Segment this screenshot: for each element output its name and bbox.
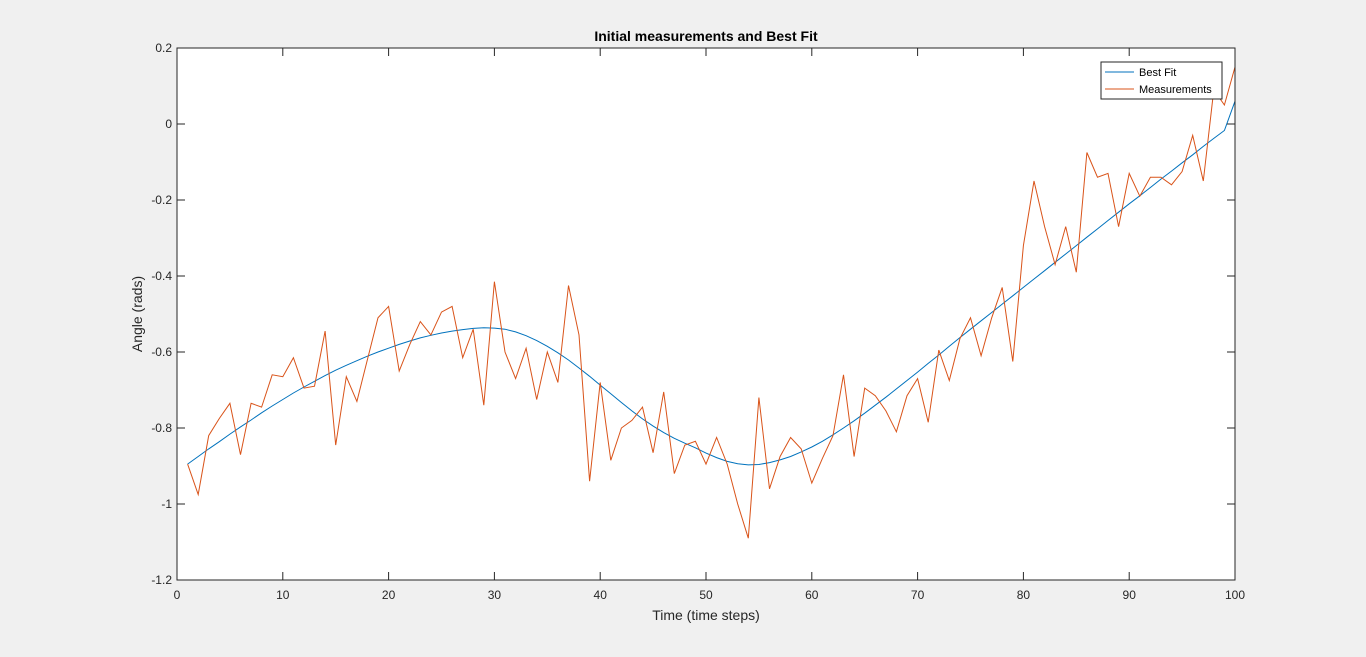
axes-background (177, 48, 1235, 580)
x-tick-label: 60 (805, 588, 819, 602)
chart-title: Initial measurements and Best Fit (594, 28, 818, 44)
x-axis-label: Time (time steps) (652, 607, 760, 623)
y-tick-label: -0.6 (151, 345, 172, 359)
x-tick-label: 10 (276, 588, 290, 602)
x-tick-label: 0 (174, 588, 181, 602)
series-line-measurements (187, 66, 1236, 539)
x-tick-label: 80 (1017, 588, 1031, 602)
y-tick-label: -0.2 (151, 193, 172, 207)
legend: Best Fit Measurements (1100, 61, 1223, 100)
x-tick-label: 70 (911, 588, 925, 602)
x-tick-label: 50 (699, 588, 713, 602)
x-tick-label: 100 (1225, 588, 1245, 602)
legend-entry: Best Fit (1139, 67, 1176, 79)
legend-entry: Measurements (1139, 84, 1212, 96)
y-tick-label: 0.2 (155, 41, 172, 55)
y-tick-label: -0.8 (151, 421, 172, 435)
axis-ticks: 0 10 20 30 40 50 60 70 80 90 100 -1.2 -1 -0.8 -0.6 -0.4… (151, 41, 1245, 602)
y-tick-label: -1 (161, 497, 172, 511)
y-axis-label: Angle (rads) (129, 276, 145, 352)
y-tick-label: -0.4 (151, 269, 172, 283)
x-tick-label: 40 (594, 588, 608, 602)
y-tick-label: 0 (165, 117, 172, 131)
y-tick-label: -1.2 (151, 573, 172, 587)
legend-box (1100, 61, 1223, 100)
x-tick-label: 90 (1123, 588, 1137, 602)
x-tick-label: 30 (488, 588, 502, 602)
series-line-best-fit (187, 101, 1236, 466)
x-tick-label: 20 (382, 588, 396, 602)
plot-area (176, 47, 1236, 581)
